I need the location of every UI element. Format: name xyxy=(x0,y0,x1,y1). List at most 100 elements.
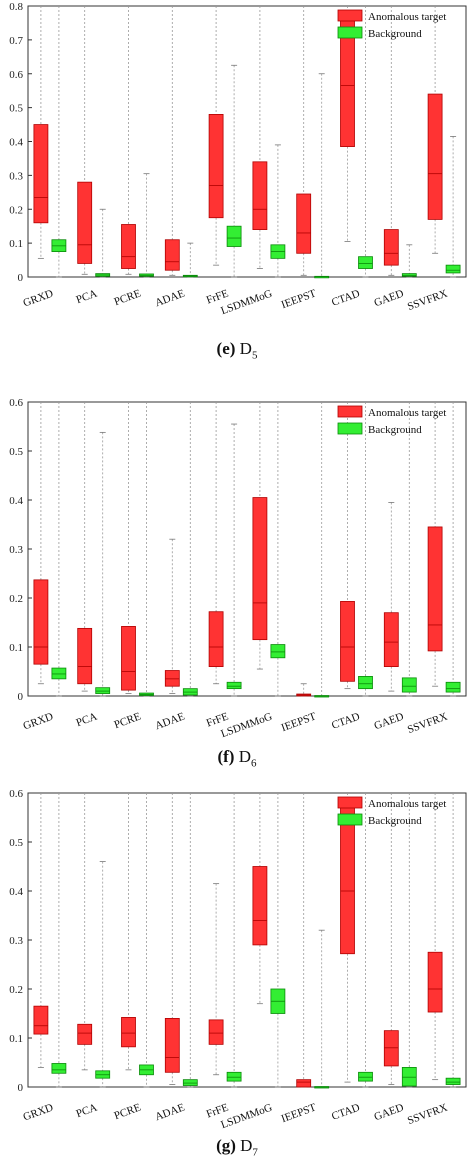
box-target xyxy=(296,193,312,254)
caption-letter: (f) xyxy=(217,747,235,766)
y-tick-label: 0 xyxy=(18,272,24,284)
box-target xyxy=(164,1018,180,1073)
y-tick-label: 0.1 xyxy=(9,1033,23,1045)
box-target xyxy=(296,1079,312,1088)
legend-label: Anomalous target xyxy=(368,798,446,810)
y-tick-label: 0.5 xyxy=(9,446,23,458)
box-target xyxy=(340,601,355,682)
box-target xyxy=(33,1005,49,1035)
y-tick-label: 0.6 xyxy=(9,397,23,409)
caption-letter: (e) xyxy=(216,339,236,358)
x-category-label: GAED xyxy=(373,288,406,310)
box-background xyxy=(226,681,242,690)
y-tick-label: 0.3 xyxy=(9,170,23,182)
y-tick-label: 0.8 xyxy=(9,1,23,13)
caption-dataset: D xyxy=(238,747,251,766)
box-background xyxy=(51,1063,67,1074)
box-target xyxy=(383,1030,399,1067)
caption-f: (f) D6 xyxy=(0,747,474,769)
x-category-label: GRXD xyxy=(22,1102,55,1124)
legend-swatch xyxy=(337,26,363,39)
box-target xyxy=(77,627,93,685)
caption-dataset: D xyxy=(240,1136,253,1155)
box-target xyxy=(208,114,224,219)
y-tick-label: 0.6 xyxy=(9,69,23,81)
caption-subscript: 7 xyxy=(252,1146,258,1159)
box-background xyxy=(358,1071,373,1082)
box-target xyxy=(427,526,443,652)
box-target xyxy=(252,161,268,230)
legend-label: Anomalous target xyxy=(368,407,446,419)
x-category-label: SSVFRX xyxy=(406,711,449,737)
y-tick-label: 0 xyxy=(18,1082,24,1094)
x-category-label: SSVFRX xyxy=(406,288,449,314)
x-category-label: ADAE xyxy=(154,287,187,309)
x-category-label: GAED xyxy=(373,711,406,733)
box-target xyxy=(164,670,180,687)
x-category-label: SSVFRX xyxy=(406,1102,449,1128)
y-tick-label: 0.4 xyxy=(9,137,23,149)
legend-label: Background xyxy=(368,424,422,436)
x-category-label: IEEPST xyxy=(280,1101,318,1125)
x-category-label: PCRE xyxy=(113,287,143,308)
x-category-label: PCA xyxy=(75,1102,99,1121)
plot-frame xyxy=(27,792,467,1088)
box-background xyxy=(270,644,286,659)
y-tick-label: 0.2 xyxy=(9,204,23,216)
x-category-label: PCRE xyxy=(113,710,143,731)
y-tick-label: 0.7 xyxy=(9,35,23,47)
y-tick-label: 0.3 xyxy=(9,544,23,556)
box-target xyxy=(33,579,49,665)
x-category-label: PCA xyxy=(75,711,99,730)
legend-swatch xyxy=(337,813,363,826)
legend-label: Background xyxy=(368,815,422,827)
box-target xyxy=(252,497,268,641)
box-target xyxy=(77,181,93,264)
y-tick-label: 0.4 xyxy=(9,886,23,898)
box-target xyxy=(208,1019,224,1045)
box-background xyxy=(182,1079,198,1086)
x-category-label: CTAD xyxy=(330,288,361,309)
box-background xyxy=(445,264,461,274)
x-category-label: GRXD xyxy=(22,288,55,310)
x-category-label: GAED xyxy=(373,1102,406,1124)
box-background xyxy=(401,677,417,693)
legend-label: Background xyxy=(368,28,422,40)
box-target xyxy=(121,1017,136,1048)
box-background xyxy=(51,667,67,680)
box-target xyxy=(77,1023,93,1045)
box-target xyxy=(383,229,399,266)
plot-frame xyxy=(27,401,467,697)
x-category-label: PCA xyxy=(75,288,99,307)
box-target xyxy=(427,951,443,1013)
x-category-label: CTAD xyxy=(330,1102,361,1123)
x-category-label: IEEPST xyxy=(280,710,318,734)
x-category-label: CTAD xyxy=(330,711,361,732)
y-tick-label: 0.2 xyxy=(9,593,23,605)
box-target xyxy=(427,93,443,220)
x-category-label: GRXD xyxy=(22,711,55,733)
legend-label: Anomalous target xyxy=(368,11,446,23)
y-tick-label: 0.6 xyxy=(9,788,23,800)
box-target xyxy=(252,866,268,946)
legend-swatch xyxy=(337,405,363,418)
y-tick-label: 0.5 xyxy=(9,103,23,115)
y-tick-label: 0.1 xyxy=(9,238,23,250)
box-background xyxy=(358,676,373,690)
box-background xyxy=(226,1071,242,1082)
chart-panel-0: 0 0.1 0.2 0.3 0.4 0.5 0.6 0.7 0.8 GRXD PCA PCRE ADAE… xyxy=(9,1,467,317)
x-category-label: ADAE xyxy=(154,1101,187,1123)
plot-frame xyxy=(27,5,467,278)
legend-swatch xyxy=(337,9,363,22)
box-target xyxy=(121,626,136,691)
box-target xyxy=(121,224,136,269)
caption-e: (e) D5 xyxy=(0,339,474,361)
box-target xyxy=(383,612,399,668)
y-tick-label: 0.3 xyxy=(9,935,23,947)
y-tick-label: 0 xyxy=(18,691,24,703)
caption-g: (g) D7 xyxy=(0,1136,474,1158)
y-tick-label: 0.1 xyxy=(9,642,23,654)
